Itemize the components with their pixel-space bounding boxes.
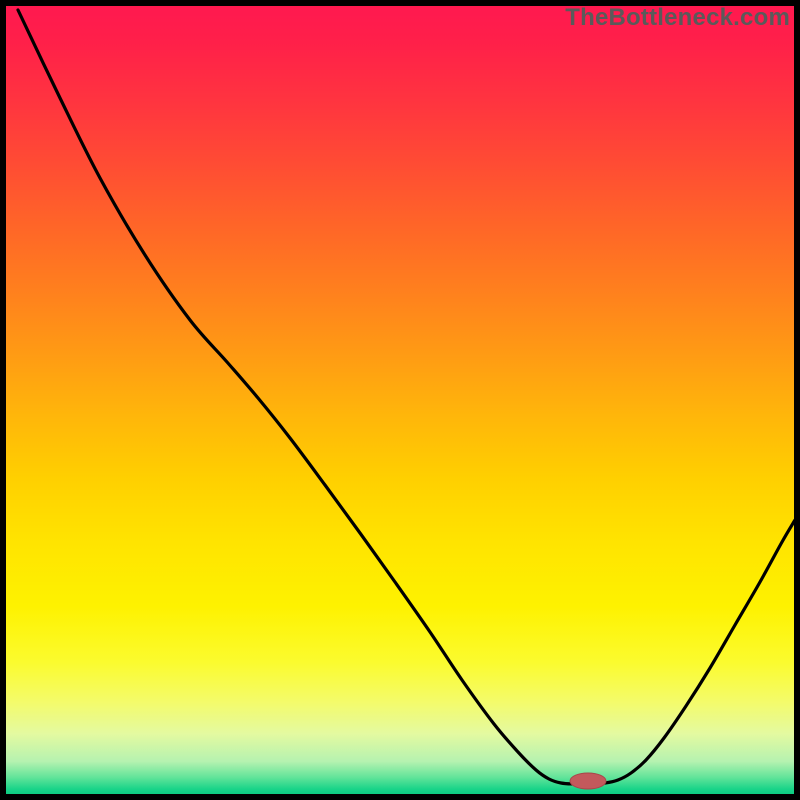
optimal-marker (570, 773, 606, 789)
chart-svg (0, 0, 800, 800)
bottleneck-chart: TheBottleneck.com (0, 0, 800, 800)
gradient-background (3, 3, 797, 797)
watermark-text: TheBottleneck.com (565, 4, 790, 32)
